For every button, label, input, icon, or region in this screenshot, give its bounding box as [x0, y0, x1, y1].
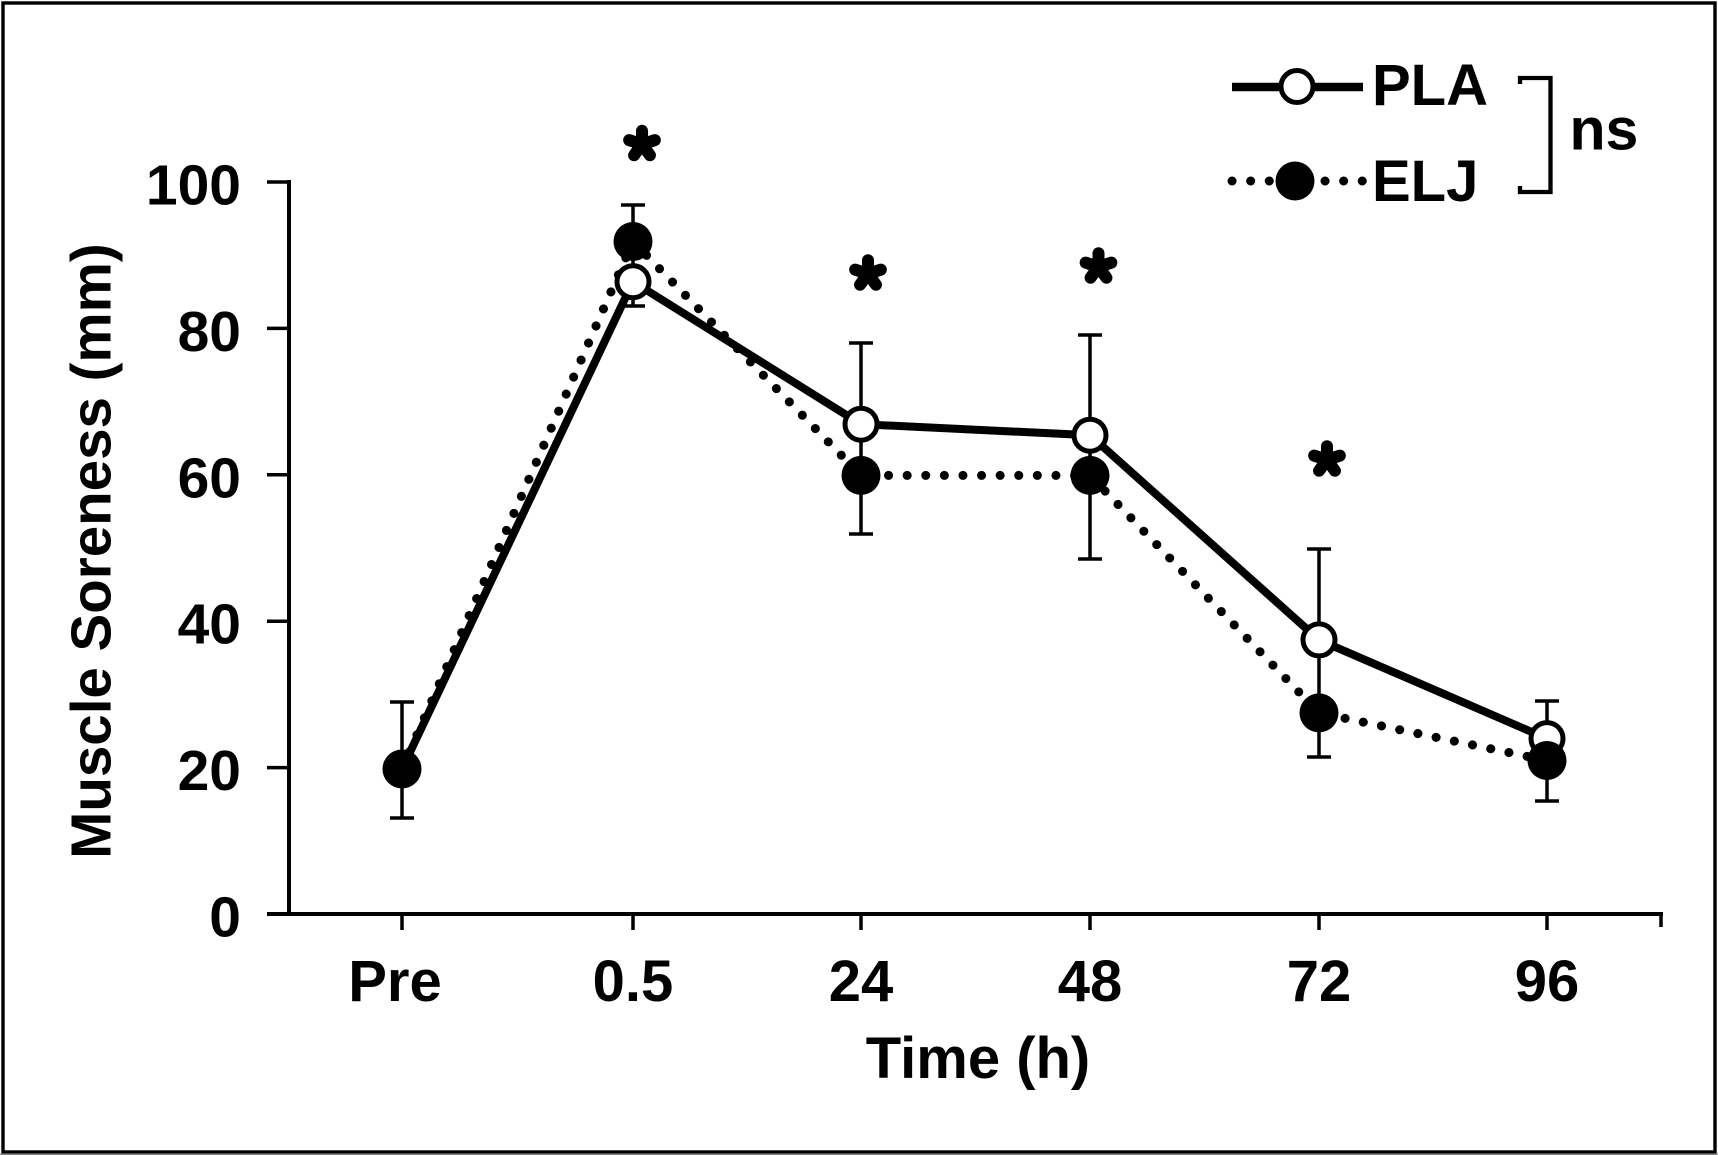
svg-text:24: 24 — [829, 949, 894, 1014]
svg-text:Pre: Pre — [348, 949, 442, 1014]
svg-text:Muscle Soreness (mm): Muscle Soreness (mm) — [60, 243, 123, 858]
svg-text:60: 60 — [178, 446, 241, 510]
svg-text:20: 20 — [178, 739, 241, 803]
svg-text:ELJ: ELJ — [1372, 149, 1478, 214]
svg-text:0: 0 — [209, 886, 241, 950]
svg-text:72: 72 — [1287, 949, 1352, 1014]
svg-text:40: 40 — [178, 593, 241, 657]
svg-text:Time (h): Time (h) — [866, 1026, 1091, 1091]
svg-text:PLA: PLA — [1372, 53, 1488, 118]
svg-text:100: 100 — [146, 154, 241, 218]
svg-text:0.5: 0.5 — [593, 949, 674, 1014]
svg-text:48: 48 — [1058, 949, 1123, 1014]
svg-text:ns: ns — [1570, 97, 1639, 163]
svg-text:96: 96 — [1515, 949, 1580, 1014]
svg-text:80: 80 — [178, 300, 241, 364]
